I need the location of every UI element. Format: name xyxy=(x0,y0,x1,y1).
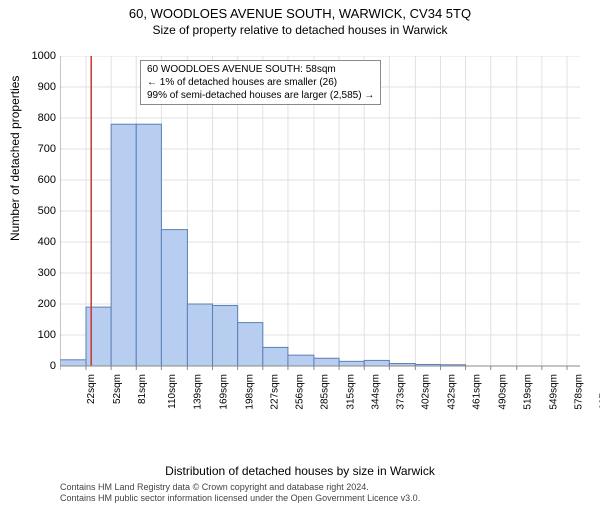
x-tick-label: 81sqm xyxy=(137,374,148,404)
x-axis-label: Distribution of detached houses by size … xyxy=(0,464,600,478)
footer-line-2: Contains HM public sector information li… xyxy=(60,493,420,504)
x-tick-label: 578sqm xyxy=(573,374,584,410)
x-tick-label: 285sqm xyxy=(320,374,331,410)
histogram-plot xyxy=(60,56,580,426)
x-tick-label: 169sqm xyxy=(219,374,230,410)
x-tick-label: 519sqm xyxy=(522,374,533,410)
x-tick-label: 461sqm xyxy=(472,374,483,410)
y-tick-label: 200 xyxy=(20,298,56,310)
x-tick-label: 344sqm xyxy=(371,374,382,410)
y-tick-label: 900 xyxy=(20,81,56,93)
y-tick-label: 500 xyxy=(20,205,56,217)
y-tick-label: 300 xyxy=(20,267,56,279)
x-tick-label: 52sqm xyxy=(112,374,123,404)
y-tick-label: 400 xyxy=(20,236,56,248)
legend-line-2: ← 1% of detached houses are smaller (26) xyxy=(147,76,374,89)
x-tick-label: 256sqm xyxy=(294,374,305,410)
legend-line-3: 99% of semi-detached houses are larger (… xyxy=(147,89,374,102)
legend-line-1: 60 WOODLOES AVENUE SOUTH: 58sqm xyxy=(147,63,374,76)
y-tick-label: 600 xyxy=(20,174,56,186)
chart-container: 60, WOODLOES AVENUE SOUTH, WARWICK, CV34… xyxy=(0,6,600,506)
x-tick-label: 110sqm xyxy=(167,374,178,409)
x-tick-label: 315sqm xyxy=(346,374,357,410)
chart-title-main: 60, WOODLOES AVENUE SOUTH, WARWICK, CV34… xyxy=(0,6,600,21)
x-tick-label: 402sqm xyxy=(421,374,432,410)
x-tick-label: 549sqm xyxy=(548,374,559,410)
legend-box: 60 WOODLOES AVENUE SOUTH: 58sqm ← 1% of … xyxy=(140,60,381,105)
chart-title-sub: Size of property relative to detached ho… xyxy=(0,23,600,37)
y-tick-label: 100 xyxy=(20,329,56,341)
y-tick-label: 800 xyxy=(20,112,56,124)
x-tick-label: 139sqm xyxy=(193,374,204,410)
chart-area: 60 WOODLOES AVENUE SOUTH: 58sqm ← 1% of … xyxy=(60,56,580,426)
footer-attribution: Contains HM Land Registry data © Crown c… xyxy=(60,482,420,504)
x-tick-label: 198sqm xyxy=(244,374,255,410)
x-tick-label: 373sqm xyxy=(396,374,407,410)
x-tick-label: 490sqm xyxy=(497,374,508,410)
x-tick-label: 432sqm xyxy=(447,374,458,410)
y-tick-label: 0 xyxy=(20,360,56,372)
x-tick-label: 22sqm xyxy=(86,374,97,404)
y-tick-label: 1000 xyxy=(20,50,56,62)
x-tick-label: 227sqm xyxy=(269,374,280,410)
y-tick-label: 700 xyxy=(20,143,56,155)
footer-line-1: Contains HM Land Registry data © Crown c… xyxy=(60,482,420,493)
